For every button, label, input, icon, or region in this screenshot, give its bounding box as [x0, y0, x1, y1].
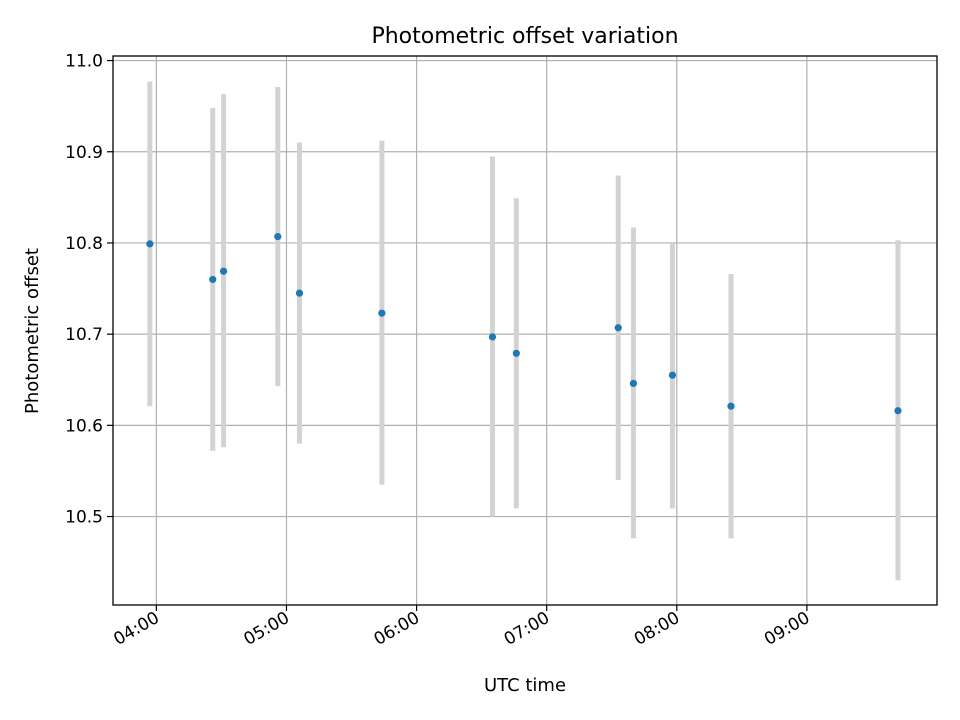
y-tick-label: 11.0	[65, 52, 103, 72]
data-point	[489, 333, 496, 340]
y-tick-label: 10.9	[65, 143, 103, 163]
grid-layer	[113, 56, 937, 605]
y-tick-label: 10.6	[65, 416, 103, 436]
data-point	[296, 290, 303, 297]
data-point	[727, 403, 734, 410]
plot-frame	[113, 56, 937, 605]
chart-title: Photometric offset variation	[371, 24, 678, 49]
data-point	[513, 350, 520, 357]
data-point	[209, 276, 216, 283]
y-tick-label: 10.8	[65, 234, 103, 254]
point-layer	[146, 233, 901, 414]
data-point	[220, 268, 227, 275]
x-tick-label: 04:00	[110, 608, 162, 650]
x-tick-label: 06:00	[371, 608, 423, 650]
y-axis-label: Photometric offset	[22, 248, 43, 414]
x-tick-label: 08:00	[631, 608, 683, 650]
data-point	[630, 380, 637, 387]
data-point	[146, 240, 153, 247]
data-point	[274, 233, 281, 240]
x-tick-label: 07:00	[501, 608, 553, 650]
tick-layer: 04:00 05:00 06:00 07:00 08:00 09:00 10.5 10.6 10…	[65, 52, 813, 650]
x-axis-label: UTC time	[484, 675, 566, 696]
x-tick-label: 05:00	[241, 608, 293, 650]
data-point	[615, 324, 622, 331]
data-point	[894, 407, 901, 414]
y-tick-label: 10.7	[65, 325, 103, 345]
errorbar-layer	[150, 82, 898, 581]
data-point	[378, 310, 385, 317]
data-point	[669, 372, 676, 379]
y-tick-label: 10.5	[65, 508, 103, 528]
x-tick-label: 09:00	[761, 608, 813, 650]
